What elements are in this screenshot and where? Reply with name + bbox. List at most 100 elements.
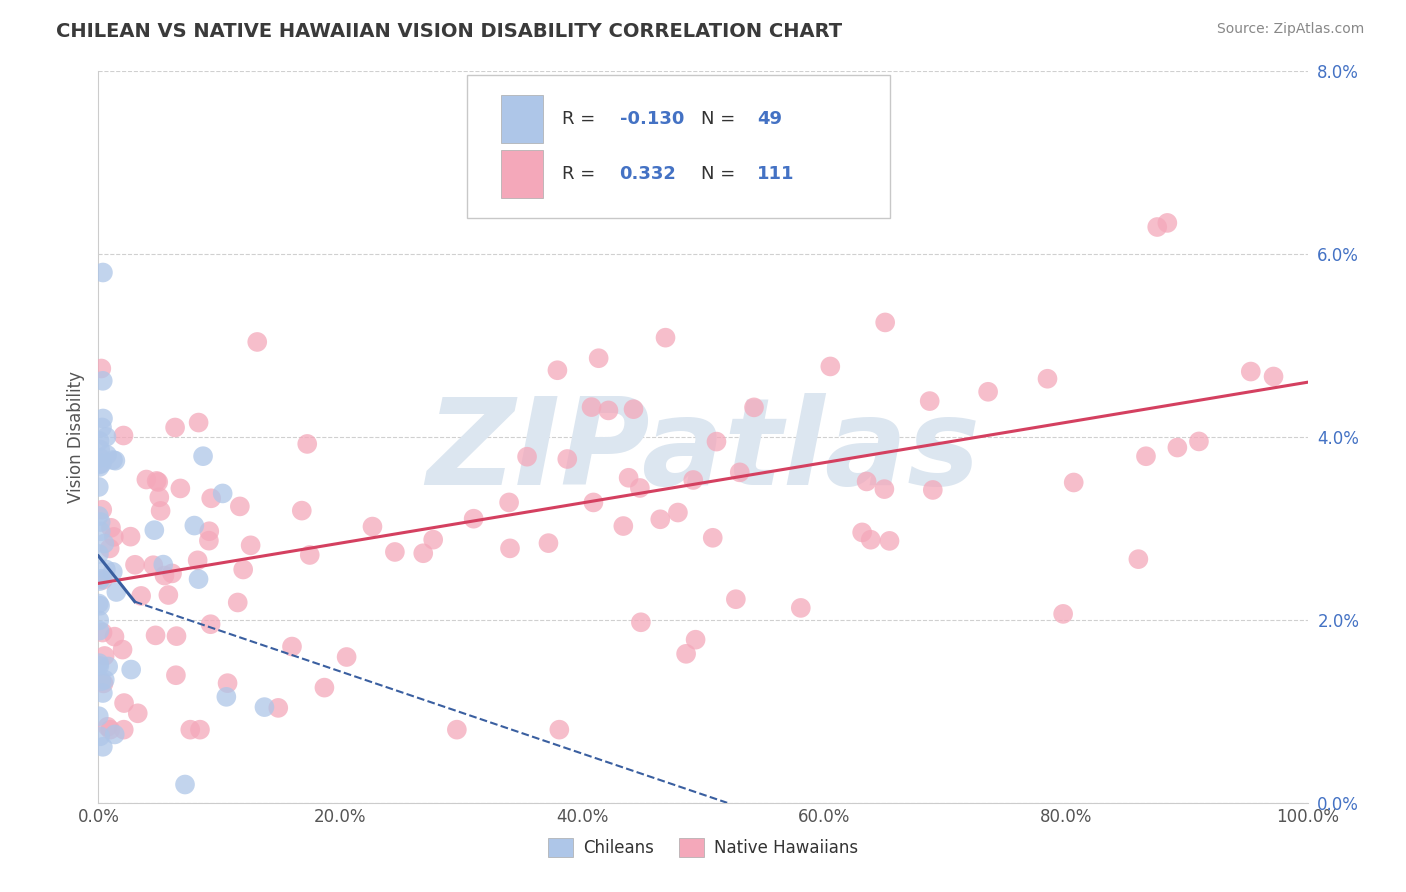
Point <box>93 536 115 550</box>
Point <box>89 659 111 673</box>
Point <box>1146 219 1168 234</box>
Point <box>187 553 209 567</box>
Point <box>198 524 221 539</box>
Point <box>87 547 110 561</box>
Point <box>165 668 187 682</box>
Point <box>89 624 111 638</box>
Point <box>142 558 165 573</box>
Point <box>160 566 183 581</box>
Point <box>820 359 842 374</box>
Point <box>650 512 672 526</box>
Point <box>537 536 560 550</box>
Point <box>96 430 118 444</box>
Point <box>153 568 176 582</box>
FancyBboxPatch shape <box>467 75 890 218</box>
Point <box>253 700 276 714</box>
Point <box>89 434 111 448</box>
Point <box>612 519 634 533</box>
Point <box>555 452 578 467</box>
Point <box>617 471 640 485</box>
Point <box>187 416 209 430</box>
Point <box>89 599 111 613</box>
Point <box>89 574 111 589</box>
Point <box>188 723 211 737</box>
Text: 49: 49 <box>758 110 782 128</box>
Point <box>120 663 142 677</box>
Point <box>499 541 522 556</box>
Point <box>1135 449 1157 463</box>
Point <box>104 453 127 467</box>
Point <box>89 459 111 474</box>
Point <box>157 588 180 602</box>
Point <box>724 592 747 607</box>
Point <box>91 266 114 280</box>
Point <box>246 334 269 349</box>
Point <box>166 629 188 643</box>
Point <box>91 374 114 388</box>
Point <box>91 411 114 425</box>
Point <box>1036 372 1059 386</box>
Point <box>90 674 112 689</box>
Point <box>89 442 111 457</box>
Point <box>215 690 238 704</box>
Point <box>232 562 254 576</box>
Point <box>217 676 239 690</box>
Point <box>706 434 728 449</box>
Point <box>103 630 125 644</box>
Point <box>229 500 252 514</box>
Point <box>1052 607 1074 621</box>
Point <box>94 673 117 687</box>
Point <box>98 723 121 737</box>
Point <box>90 361 112 376</box>
Point <box>879 533 901 548</box>
Point <box>200 491 222 506</box>
Point <box>422 533 444 547</box>
Point <box>546 363 568 377</box>
Point <box>239 538 262 552</box>
Point <box>135 473 157 487</box>
Point <box>851 525 873 540</box>
Point <box>87 709 110 723</box>
Text: R =: R = <box>561 165 600 183</box>
Point <box>191 449 214 463</box>
Point <box>859 533 882 547</box>
Text: N =: N = <box>700 165 741 183</box>
Point <box>143 523 166 537</box>
Point <box>623 402 645 417</box>
Text: Source: ZipAtlas.com: Source: ZipAtlas.com <box>1216 22 1364 37</box>
Point <box>165 420 187 434</box>
Point <box>101 453 124 467</box>
Point <box>91 625 114 640</box>
Point <box>267 701 290 715</box>
Point <box>412 546 434 560</box>
Point <box>97 659 120 673</box>
Point <box>129 589 152 603</box>
Point <box>89 656 111 670</box>
Point <box>291 503 314 517</box>
Point <box>87 480 110 494</box>
FancyBboxPatch shape <box>501 95 543 143</box>
Point <box>105 585 128 599</box>
Point <box>112 428 135 442</box>
Point <box>855 475 877 489</box>
Text: N =: N = <box>700 110 741 128</box>
Point <box>226 595 249 609</box>
Point <box>89 450 111 465</box>
Point <box>498 495 520 509</box>
Point <box>463 512 485 526</box>
Point <box>87 597 110 611</box>
Point <box>211 486 233 500</box>
Point <box>93 676 115 690</box>
Point <box>298 548 321 562</box>
Point <box>87 508 110 523</box>
Point <box>1128 552 1150 566</box>
Point <box>183 518 205 533</box>
Point <box>921 483 943 497</box>
Point <box>93 648 115 663</box>
Point <box>297 437 319 451</box>
Point <box>654 331 676 345</box>
Point <box>200 617 222 632</box>
Point <box>90 515 112 529</box>
Point <box>103 530 125 544</box>
Point <box>169 482 191 496</box>
